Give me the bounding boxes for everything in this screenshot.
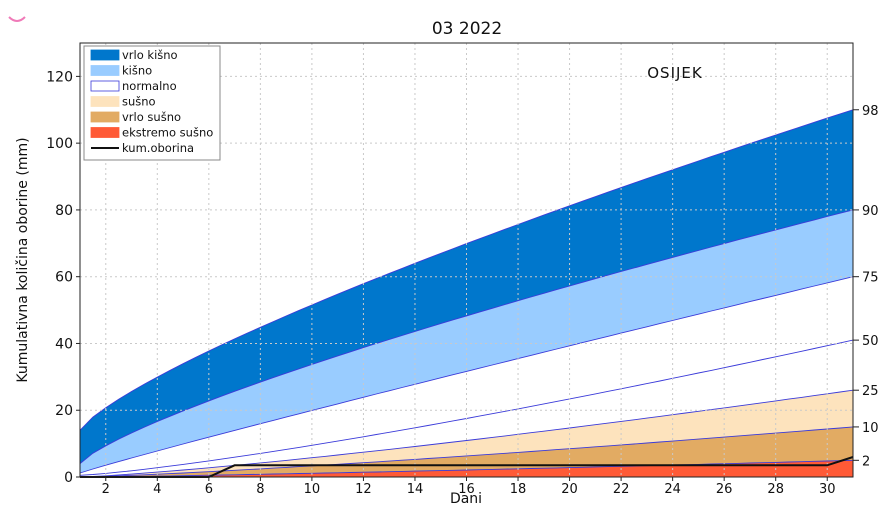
y-axis: 0 20 40 60 80 100 120 bbox=[46, 69, 80, 486]
x-tick-label: 6 bbox=[205, 482, 213, 497]
x-tick-label: 22 bbox=[613, 482, 630, 497]
legend-label: kum.oborina bbox=[122, 141, 194, 155]
y-tick-label: 40 bbox=[55, 336, 73, 352]
band-ekstremo-sušno bbox=[80, 460, 853, 477]
percentile-label: 90 bbox=[862, 204, 879, 219]
legend-swatch bbox=[90, 49, 120, 61]
x-tick-label: 26 bbox=[716, 482, 733, 497]
x-axis-label: Dani bbox=[450, 491, 482, 506]
legend-label: sušno bbox=[122, 95, 156, 109]
percentile-label: 98 bbox=[862, 104, 879, 119]
x-tick-label: 18 bbox=[510, 482, 527, 497]
percentile-label: 25 bbox=[862, 384, 879, 399]
x-tick-label: 30 bbox=[819, 482, 836, 497]
x-tick-label: 4 bbox=[153, 482, 161, 497]
percentile-label: 10 bbox=[862, 421, 879, 436]
percentile-label: 2 bbox=[862, 454, 870, 469]
y-tick-label: 80 bbox=[55, 203, 73, 219]
percentile-curve-25 bbox=[79, 389, 854, 478]
x-tick-label: 24 bbox=[664, 482, 681, 497]
band-kišno bbox=[80, 209, 853, 473]
y-tick-label: 120 bbox=[46, 69, 73, 85]
corner-mark bbox=[8, 16, 26, 22]
percentile-bands bbox=[80, 109, 853, 477]
x-tick-label: 20 bbox=[561, 482, 578, 497]
y-tick-label: 20 bbox=[55, 403, 73, 419]
x-tick-label: 28 bbox=[767, 482, 784, 497]
x-tick-label: 12 bbox=[355, 482, 372, 497]
y-axis-label: Kumulativna količina oborine (mm) bbox=[15, 137, 31, 382]
x-tick-label: 2 bbox=[102, 482, 110, 497]
legend-swatch bbox=[90, 80, 120, 92]
y-tick-label: 0 bbox=[64, 470, 73, 486]
x-tick-label: 10 bbox=[304, 482, 321, 497]
grid-lines bbox=[80, 43, 853, 478]
legend-label: vrlo sušno bbox=[122, 110, 181, 124]
band-vrlo-kišno bbox=[80, 109, 853, 464]
percentile-label: 75 bbox=[862, 271, 879, 286]
percentile-curve-75 bbox=[79, 276, 854, 474]
percentile-axis: 2 10 25 50 75 90 98 bbox=[853, 104, 879, 469]
x-tick-label: 16 bbox=[458, 482, 475, 497]
band-sušno bbox=[80, 390, 853, 477]
legend-label: ekstremo sušno bbox=[122, 126, 213, 140]
station-name: OSIJEK bbox=[647, 64, 703, 82]
chart-title: 03 2022 bbox=[432, 19, 502, 39]
percentile-label: 50 bbox=[862, 334, 879, 349]
legend-label: vrlo kišno bbox=[122, 48, 178, 62]
x-tick-label: 14 bbox=[407, 482, 424, 497]
legend-label: normalno bbox=[122, 79, 177, 93]
legend-label: kišno bbox=[122, 64, 152, 78]
legend-swatch bbox=[90, 127, 120, 138]
band-normalno bbox=[80, 276, 853, 477]
y-tick-label: 100 bbox=[46, 136, 73, 152]
legend-swatch bbox=[90, 96, 120, 107]
x-tick-label: 8 bbox=[256, 482, 264, 497]
percentile-curve-10 bbox=[79, 426, 854, 478]
x-axis: 2 4 6 8 10 12 14 16 18 20 22 24 26 28 30 bbox=[102, 477, 836, 497]
legend-swatch bbox=[90, 111, 120, 123]
y-tick-label: 60 bbox=[55, 270, 73, 286]
legend-swatch bbox=[90, 65, 120, 76]
